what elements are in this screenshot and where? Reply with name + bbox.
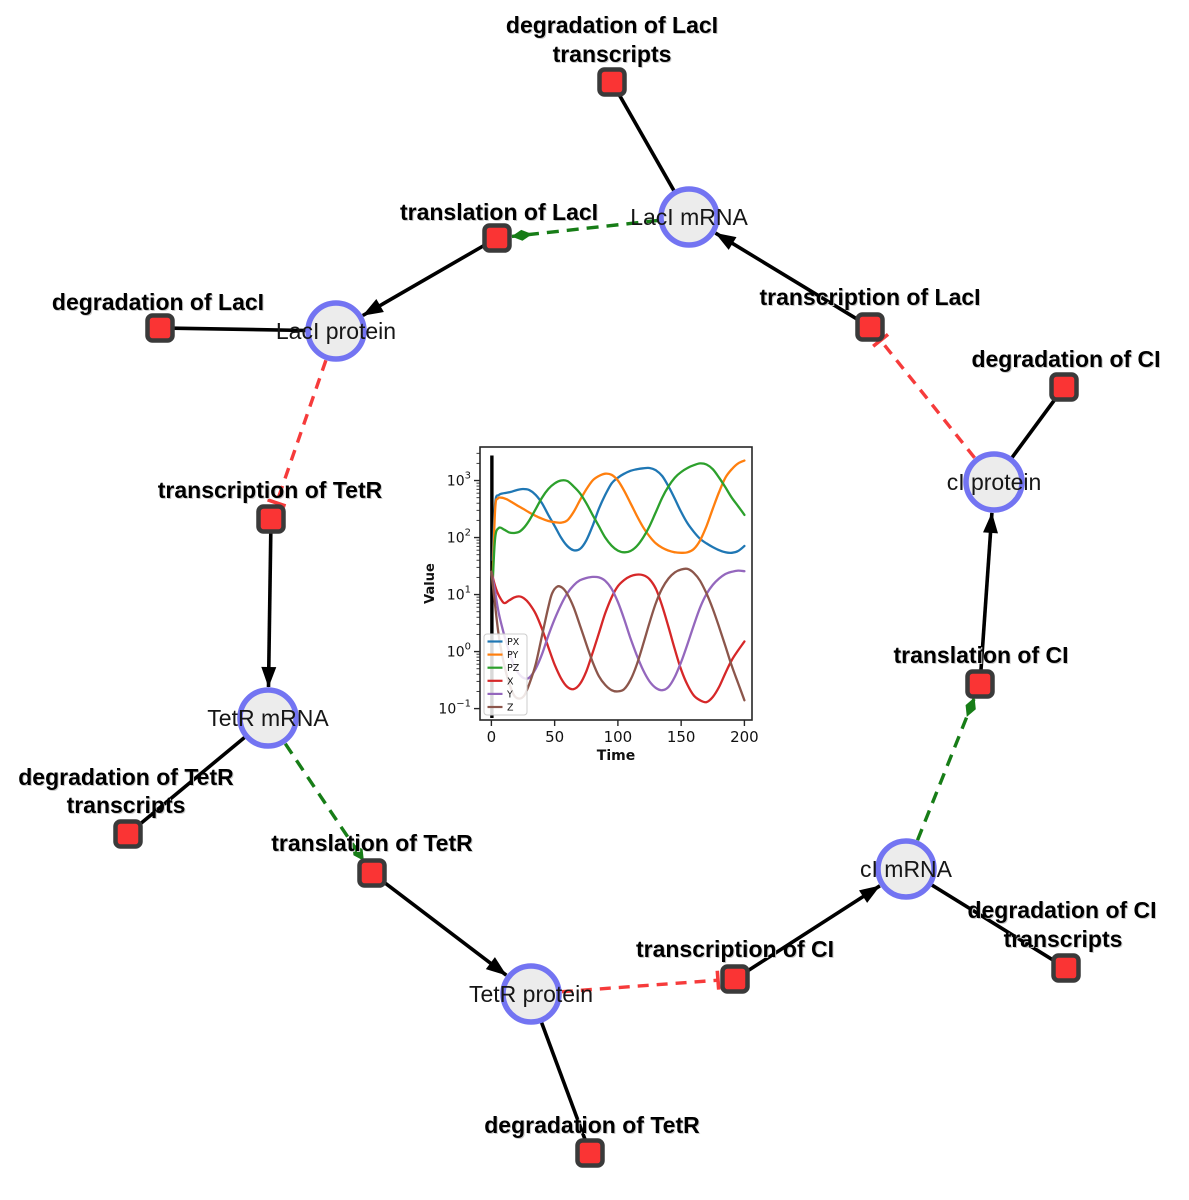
reaction-label-txn-laci-line0: transcription of LacI xyxy=(759,284,980,310)
edge-catalysis-tetr-mrna--trl-tetr xyxy=(283,742,366,862)
x-tick-label: 0 xyxy=(487,728,497,746)
y-tick-label: 100 xyxy=(447,642,471,661)
reaction-node-txn-ci xyxy=(720,964,750,994)
edge-consumption-laci-mrna--deg-laci-transcripts xyxy=(616,92,677,193)
species-node-tetr-protein xyxy=(500,963,562,1025)
legend-label-Z: Z xyxy=(507,703,514,714)
species-node-ci-protein xyxy=(963,451,1025,513)
reaction-node-deg-ci xyxy=(1049,372,1079,402)
edge-production-txn-tetr--tetr-mrna xyxy=(261,531,277,688)
edge-inhibition-ci-protein--txn-laci xyxy=(872,332,976,459)
edge-production-trl-tetr--tetr-protein xyxy=(381,879,508,977)
edge-consumption-ci-mrna--deg-ci-transcripts xyxy=(929,882,1056,963)
reaction-label-deg-ci-transcripts-line0: degradation of CI xyxy=(967,897,1156,923)
nodes-layer xyxy=(113,67,1081,1168)
series-line-X xyxy=(490,570,746,704)
legend-label-X: X xyxy=(507,676,514,687)
species-label-laci-protein: LacI protein xyxy=(276,318,396,344)
reaction-label-deg-laci-transcripts-line0: degradation of LacI xyxy=(506,12,718,38)
edge-inhibition-tetr-protein--txn-ci xyxy=(561,970,721,994)
reaction-node-deg-tetr-transcripts xyxy=(113,819,143,849)
time-series-inset-chart: 10−1 100 101 102 103 0 50 100 150 200 Time Value PX P… xyxy=(423,446,759,764)
edge-consumption-laci-protein--deg-laci xyxy=(172,326,308,333)
reaction-node-txn-tetr xyxy=(256,504,286,534)
reaction-label-deg-tetr-transcripts-line1: transcripts xyxy=(67,792,186,818)
species-node-laci-mrna xyxy=(658,186,720,248)
y-axis-label: Value xyxy=(423,563,438,604)
reaction-node-deg-ci-transcripts xyxy=(1051,953,1081,983)
reaction-label-trl-laci-line0: translation of LacI xyxy=(400,199,598,225)
reaction-label-deg-tetr-transcripts-line0: degradation of TetR xyxy=(18,764,234,790)
reaction-node-trl-laci xyxy=(482,223,512,253)
y-tick-label: 102 xyxy=(447,528,471,547)
x-tick-label: 50 xyxy=(545,728,564,746)
reaction-label-deg-ci-line0: degradation of CI xyxy=(971,346,1160,372)
edge-production-txn-ci--ci-mrna xyxy=(744,884,881,974)
x-tick-label: 150 xyxy=(667,728,696,746)
species-node-ci-mrna xyxy=(875,838,937,900)
species-node-laci-protein xyxy=(305,300,367,362)
series-line-PY xyxy=(491,459,746,579)
x-axis-label: Time xyxy=(597,748,635,764)
species-label-ci-protein: cI protein xyxy=(947,469,1042,495)
reaction-label-trl-tetr-line0: translation of TetR xyxy=(271,830,473,856)
y-tick-label: 10−1 xyxy=(438,699,471,718)
reaction-node-deg-laci xyxy=(145,313,175,343)
reaction-node-trl-tetr xyxy=(357,858,387,888)
reaction-node-trl-ci xyxy=(965,669,995,699)
edges-layer xyxy=(136,92,1058,1142)
series-line-Z xyxy=(490,567,746,702)
species-label-tetr-protein: TetR protein xyxy=(469,981,593,1007)
edge-consumption-tetr-mrna--deg-tetr-transcripts xyxy=(136,735,247,828)
chart-series-group xyxy=(490,459,746,704)
edge-catalysis-laci-mrna--trl-laci xyxy=(511,218,659,241)
x-tick-label: 200 xyxy=(730,728,759,746)
reaction-label-deg-laci-line0: degradation of LacI xyxy=(52,289,264,315)
edge-production-txn-laci--laci-mrna xyxy=(714,231,860,322)
legend-label-PZ: PZ xyxy=(507,663,520,674)
edge-consumption-ci-protein--deg-ci xyxy=(1009,396,1058,460)
edge-consumption-tetr-protein--deg-tetr xyxy=(539,1020,588,1142)
legend-label-PX: PX xyxy=(507,637,520,648)
x-tick-label: 100 xyxy=(604,728,633,746)
species-node-tetr-mrna xyxy=(237,687,299,749)
species-label-laci-mrna: LacI mRNA xyxy=(630,204,748,230)
chart-legend-frame xyxy=(483,633,528,716)
chart-axes-frame xyxy=(479,446,753,721)
reaction-label-deg-ci-transcripts-line1: transcripts xyxy=(1004,926,1123,952)
y-tick-label: 101 xyxy=(447,585,471,604)
reaction-label-txn-ci-line0: transcription of CI xyxy=(636,936,834,962)
edge-inhibition-laci-protein--txn-tetr xyxy=(267,359,328,508)
reaction-node-deg-tetr xyxy=(575,1138,605,1168)
series-line-PZ xyxy=(491,462,746,585)
reaction-label-trl-ci-line0: translation of CI xyxy=(893,642,1068,668)
species-label-tetr-mrna: TetR mRNA xyxy=(207,705,329,731)
labels-layer: degradation of LacI transcripts translatio… xyxy=(18,12,1160,1138)
edge-production-trl-laci--laci-protein xyxy=(361,242,487,318)
reaction-label-deg-tetr-line0: degradation of TetR xyxy=(484,1112,700,1138)
y-tick-label: 103 xyxy=(447,471,471,490)
reaction-node-deg-laci-transcripts xyxy=(597,67,627,97)
edge-catalysis-ci-mrna--trl-ci xyxy=(915,697,976,841)
reaction-node-txn-laci xyxy=(855,312,885,342)
reaction-label-deg-laci-transcripts-line1: transcripts xyxy=(553,41,672,67)
legend-label-PY: PY xyxy=(507,650,519,661)
edge-production-trl-ci--ci-protein xyxy=(979,512,998,672)
series-line-Y xyxy=(490,569,746,692)
species-label-ci-mrna: cI mRNA xyxy=(860,856,953,882)
legend-label-Y: Y xyxy=(506,689,513,700)
reaction-label-txn-tetr-line0: transcription of TetR xyxy=(158,477,383,503)
